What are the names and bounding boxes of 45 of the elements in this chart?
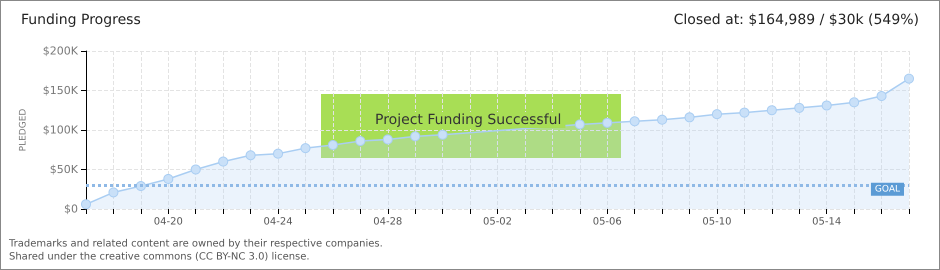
point <box>766 105 777 116</box>
x-tick-label: 04-28 <box>373 216 402 228</box>
point <box>328 140 338 150</box>
point <box>574 119 585 130</box>
point <box>81 199 91 210</box>
text: Trademarks and related content are owned by their respective companies. <box>8 238 383 250</box>
point <box>904 74 914 84</box>
point <box>602 118 612 128</box>
chart-title: Funding Progress <box>21 12 141 28</box>
ref-line-label: GOAL <box>874 184 900 194</box>
point <box>300 143 310 154</box>
x-tick-label: 05-02 <box>482 216 512 228</box>
y-tick-label: $0 <box>64 202 78 216</box>
point <box>849 97 860 108</box>
chart-subtitle: Closed at: $164,989 / $30k (549%) <box>674 12 920 28</box>
y-tick-label: $200K <box>42 44 79 58</box>
point <box>822 100 832 111</box>
point <box>438 130 448 140</box>
point <box>876 91 887 102</box>
point <box>712 109 722 120</box>
point <box>273 148 284 159</box>
point <box>355 136 366 146</box>
x-tick-label: 05-10 <box>702 216 732 228</box>
text: Shared under the creative commons (CC BY-NC 3.0) license. <box>9 252 310 262</box>
point <box>739 108 750 118</box>
y-tick-label: $150K <box>42 84 79 97</box>
point <box>794 102 804 113</box>
point <box>163 174 174 184</box>
x-tick-label: 05-06 <box>592 216 622 228</box>
y-axis-title: PLEDGED <box>18 108 28 152</box>
point <box>630 116 640 126</box>
annotation: Project Funding Successful <box>375 112 562 128</box>
point <box>108 187 118 198</box>
point <box>657 114 668 125</box>
point <box>382 134 393 144</box>
x-tick-label: 04-24 <box>264 216 293 228</box>
point <box>190 164 201 174</box>
y-tick-label: $100K <box>42 124 79 136</box>
x-tick-label: 05-14 <box>812 216 842 228</box>
point <box>410 131 420 142</box>
x-tick-label: 04-20 <box>154 216 183 228</box>
y-tick-label: $50K <box>50 163 79 176</box>
point <box>218 156 228 167</box>
point <box>684 112 695 122</box>
point <box>246 150 256 160</box>
